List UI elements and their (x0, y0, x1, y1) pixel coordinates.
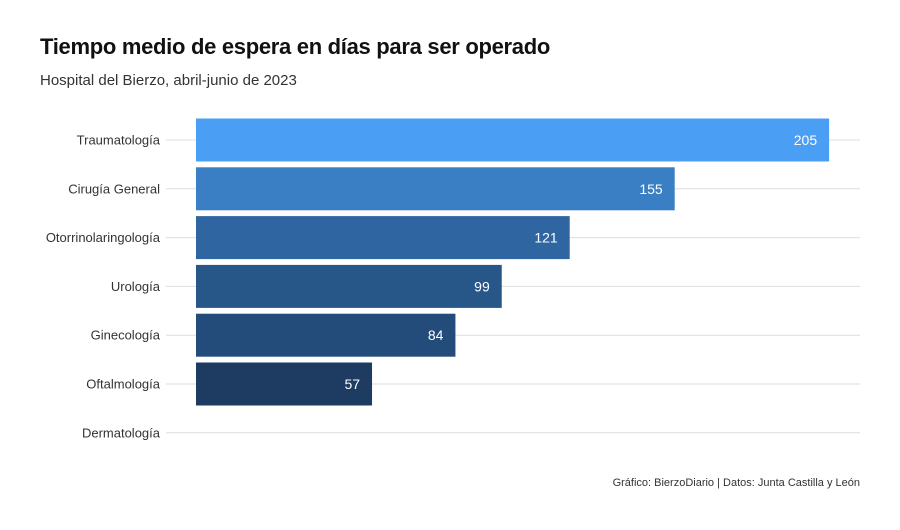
category-label: Ginecología (91, 328, 161, 343)
data-label: 99 (474, 278, 490, 294)
bars (196, 118, 830, 406)
bar (196, 264, 502, 308)
category-label: Oftalmología (86, 377, 160, 392)
category-label: Dermatología (82, 425, 161, 440)
category-labels: Traumatología Cirugía General Otorrinolari… (46, 133, 161, 441)
category-label: Traumatología (77, 133, 161, 148)
data-label: 155 (639, 181, 663, 197)
chart-title: Tiempo medio de espera en días para ser … (40, 34, 551, 59)
data-label: 205 (794, 132, 818, 148)
bar (196, 362, 373, 406)
data-labels: 205 155 121 99 84 57 (344, 132, 817, 392)
bar (196, 118, 830, 162)
category-label: Cirugía General (68, 181, 160, 196)
chart-subtitle: Hospital del Bierzo, abril-junio de 2023 (40, 72, 297, 89)
data-label: 121 (534, 230, 558, 246)
bar (196, 167, 675, 211)
bar (196, 313, 456, 357)
category-label: Otorrinolaringología (46, 230, 161, 245)
data-label: 84 (428, 327, 444, 343)
source-note: Gráfico: BierzoDiario | Datos: Junta Cas… (612, 477, 860, 489)
bar (196, 216, 570, 260)
category-label: Urología (111, 279, 161, 294)
data-label: 57 (344, 376, 360, 392)
